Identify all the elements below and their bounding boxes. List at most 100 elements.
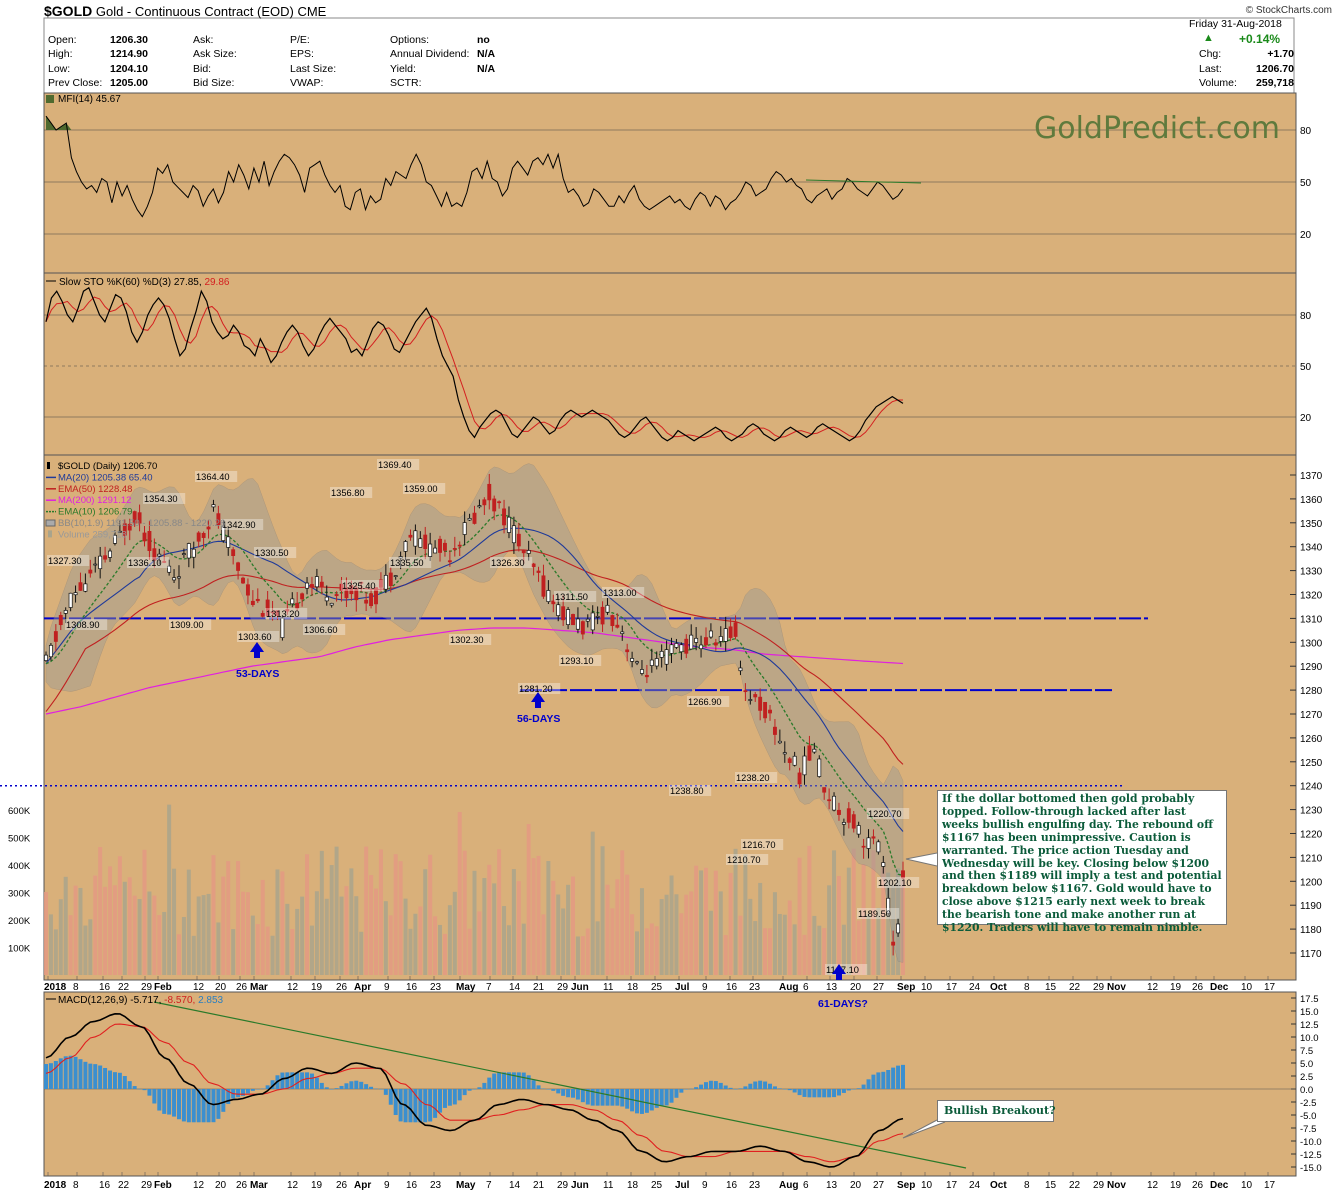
candle-body — [561, 606, 566, 621]
macd-histogram-bar — [817, 1089, 822, 1098]
candle-body — [78, 582, 83, 591]
volume-bar — [319, 850, 324, 975]
candle-body — [48, 644, 53, 658]
macd-histogram-bar — [526, 1075, 531, 1089]
candle-body — [896, 923, 901, 934]
xaxis-bottom-label: 25 — [651, 1180, 663, 1191]
xaxis-top-label: 20 — [215, 982, 227, 993]
macd-histogram-bar — [866, 1079, 871, 1089]
macd-histogram-bar — [285, 1072, 290, 1089]
xaxis-top-label: Feb — [154, 982, 172, 993]
xaxis-top-label: 18 — [627, 982, 639, 993]
macd-histogram-bar — [531, 1080, 536, 1089]
volume-bar — [334, 846, 339, 975]
xaxis-bottom-label: 20 — [850, 1180, 862, 1191]
volume-bar — [871, 850, 876, 975]
volume-bar — [502, 906, 507, 975]
candle-body — [708, 630, 713, 638]
price-callout: 1330.50 — [255, 548, 289, 558]
macd-histogram-bar — [265, 1085, 270, 1089]
quote-label: SCTR: — [390, 77, 422, 90]
macd-histogram-bar — [413, 1089, 418, 1123]
xaxis-bottom-label: Feb — [154, 1180, 172, 1191]
callout-bg — [221, 519, 264, 530]
macd-histogram-bar — [551, 1089, 556, 1091]
macd-histogram-bar — [369, 1086, 374, 1089]
macd-histogram-bar — [206, 1089, 211, 1123]
candle-body — [516, 533, 521, 547]
candle-body — [374, 587, 378, 605]
candle-body — [507, 516, 511, 533]
volume-bar — [309, 925, 314, 975]
callout-bg — [554, 591, 597, 602]
macd-histogram-bar — [98, 1065, 103, 1089]
candle-body — [462, 522, 467, 535]
quote-label: Options: — [390, 34, 430, 46]
macd-tick-label: 2.5 — [1300, 1072, 1313, 1083]
xaxis-bottom-label: 24 — [969, 1180, 981, 1191]
macd-histogram-bar — [63, 1056, 68, 1089]
macd-histogram-bar — [221, 1089, 226, 1112]
macd-histogram-bar — [901, 1064, 905, 1089]
candle-body — [359, 581, 364, 584]
volume-bar — [585, 928, 590, 975]
macd-histogram-bar — [482, 1082, 487, 1089]
sto-d-label: 29.86 — [204, 277, 229, 288]
volume-bar — [157, 915, 162, 975]
candle-body — [753, 694, 758, 698]
candle-body — [319, 581, 324, 587]
candle-body — [531, 563, 536, 567]
macd-histogram-bar — [763, 1081, 768, 1089]
price-callout: 1238.80 — [670, 786, 704, 796]
price-tick-label: 1230 — [1300, 806, 1323, 817]
macd-histogram-bar — [787, 1089, 792, 1091]
candle-body — [452, 548, 457, 550]
volume-bar — [580, 936, 585, 975]
xaxis-top-label: 25 — [651, 982, 663, 993]
price-callout: 1313.00 — [603, 588, 637, 598]
volume-bar — [792, 924, 797, 975]
instrument-name: Gold - Continuous Contract (EOD) — [95, 4, 294, 19]
callout-bg — [195, 471, 238, 482]
price-callout: 1325.40 — [342, 581, 376, 591]
volume-bar — [48, 914, 53, 975]
xaxis-top-label: 13 — [826, 982, 838, 993]
volume-bar — [561, 908, 566, 975]
macd-histogram-bar — [703, 1082, 708, 1089]
xaxis-top-label: Mar — [250, 982, 268, 993]
price-callout: 1313.20 — [266, 609, 300, 619]
candle-body — [354, 587, 359, 601]
xaxis-top-label: 23 — [749, 982, 761, 993]
macd-tick-label: 10.0 — [1300, 1033, 1319, 1044]
candle-body — [482, 499, 487, 506]
summary-last: 1206.70 — [1256, 63, 1294, 75]
candle-body — [113, 534, 117, 544]
volume-bar — [787, 900, 792, 975]
candle-body — [226, 536, 231, 548]
macd-histogram-bar — [580, 1089, 585, 1103]
quote-label: Ask Size: — [193, 48, 237, 61]
xaxis-bottom-label: 16 — [726, 1180, 738, 1191]
volume-bar — [610, 908, 615, 975]
macd-histogram-bar — [108, 1070, 113, 1089]
candle-body — [743, 690, 748, 693]
volume-bar — [236, 861, 241, 975]
volume-bar — [728, 872, 733, 975]
candle-body — [679, 644, 684, 653]
price-tick-label: 1200 — [1300, 877, 1323, 888]
volume-bar — [782, 914, 787, 975]
volume-bar — [694, 865, 699, 975]
xaxis-top-label: 11 — [603, 982, 614, 993]
xaxis-top-label: 6 — [803, 982, 809, 993]
candle-body — [595, 615, 600, 618]
volume-bar — [743, 854, 748, 975]
xaxis-bottom-label: Aug — [779, 1180, 798, 1191]
volume-bar — [664, 894, 669, 975]
xaxis-bottom-label: Sep — [897, 1180, 915, 1191]
price-tick-label: 1260 — [1300, 734, 1323, 745]
xaxis-top-label: 20 — [850, 982, 862, 993]
xaxis-bottom-label: 19 — [1170, 1180, 1182, 1191]
macd-histogram-bar — [152, 1089, 157, 1104]
macd-histogram-bar — [654, 1089, 659, 1108]
volume-bar — [63, 876, 68, 975]
